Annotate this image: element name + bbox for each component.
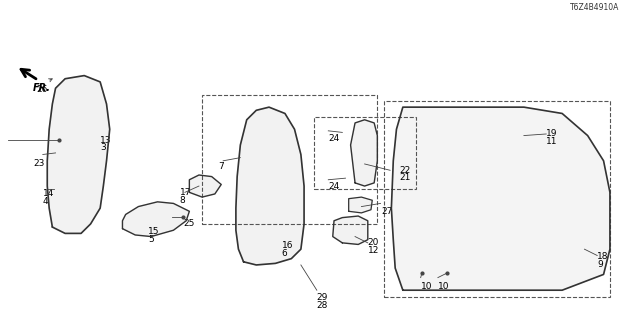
Text: 17: 17 — [180, 188, 191, 196]
Text: 21: 21 — [399, 173, 411, 182]
Text: 25: 25 — [183, 219, 195, 228]
Polygon shape — [122, 202, 189, 236]
Text: 29: 29 — [317, 293, 328, 302]
Text: 24: 24 — [328, 134, 340, 143]
Text: 28: 28 — [317, 301, 328, 310]
Text: 3: 3 — [100, 143, 106, 152]
Text: 23: 23 — [33, 159, 45, 168]
Text: 6: 6 — [282, 249, 287, 258]
Polygon shape — [236, 107, 304, 265]
Text: FR.: FR. — [33, 83, 51, 92]
Text: 13: 13 — [100, 136, 111, 145]
Text: 10: 10 — [420, 282, 432, 291]
Text: 8: 8 — [180, 196, 186, 204]
Text: 4: 4 — [43, 197, 49, 206]
Text: 10: 10 — [438, 282, 449, 291]
Text: 20: 20 — [368, 238, 379, 247]
Polygon shape — [333, 216, 368, 244]
Text: 19: 19 — [546, 129, 557, 138]
Text: 16: 16 — [282, 241, 293, 250]
Polygon shape — [392, 107, 610, 290]
Polygon shape — [351, 120, 378, 186]
Text: 5: 5 — [148, 235, 154, 244]
Text: 9: 9 — [597, 260, 603, 269]
Text: 11: 11 — [546, 137, 557, 146]
Polygon shape — [47, 76, 109, 233]
Text: T6Z4B4910A: T6Z4B4910A — [570, 4, 620, 12]
Text: 18: 18 — [597, 252, 609, 261]
Text: 24: 24 — [328, 182, 340, 191]
Text: 26: 26 — [36, 85, 48, 94]
Text: 14: 14 — [43, 189, 54, 198]
Text: 15: 15 — [148, 227, 159, 236]
Text: 22: 22 — [399, 165, 411, 174]
Text: 12: 12 — [368, 246, 379, 255]
Polygon shape — [189, 175, 221, 197]
Text: 7: 7 — [218, 162, 224, 172]
Text: 27: 27 — [382, 207, 393, 216]
Polygon shape — [349, 197, 372, 213]
